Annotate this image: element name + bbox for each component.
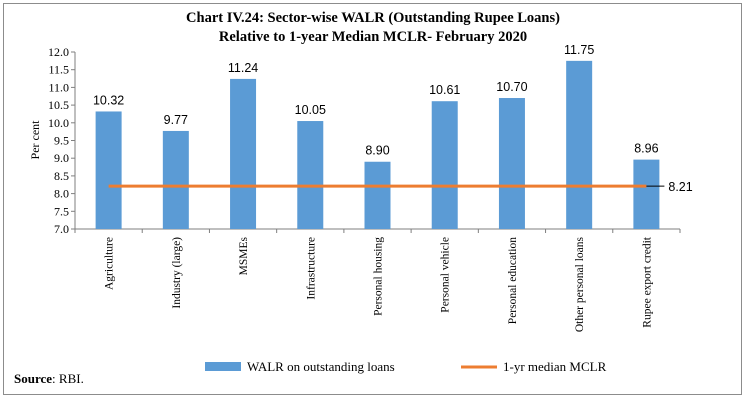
category-label: Other personal loans [574, 236, 586, 332]
chart-title-line2: Relative to 1-year Median MCLR- February… [219, 29, 527, 45]
bar-3 [230, 78, 257, 230]
y-axis-title: Per cent [28, 120, 42, 160]
bar-value-label: 10.05 [295, 103, 326, 117]
bar-7 [498, 98, 525, 230]
legend-swatch-walr [205, 362, 241, 371]
source-prefix: Source [14, 371, 52, 386]
bar-2 [162, 130, 189, 229]
bar-value-label: 10.70 [496, 80, 527, 94]
y-tick-label: 8.0 [54, 187, 69, 201]
bar-9 [633, 159, 660, 229]
bar-value-label: 10.61 [429, 83, 460, 97]
y-tick-label: 7.0 [54, 222, 69, 236]
category-label: Personal housing [373, 237, 385, 316]
category-label: Agriculture [104, 237, 116, 290]
bar-5 [364, 161, 391, 229]
y-tick-label: 11.5 [48, 63, 69, 77]
category-label: Personal vehicle [440, 237, 452, 313]
chart-title-line1: Chart IV.24: Sector-wise WALR (Outstandi… [186, 10, 560, 26]
source-note: Source: RBI. [14, 371, 84, 386]
category-label: Personal education [507, 237, 519, 324]
bar-value-label: 11.75 [564, 43, 594, 57]
y-tick-label: 9.5 [54, 134, 69, 148]
bar-4 [297, 121, 324, 229]
mclr-value-label: 8.21 [668, 180, 692, 194]
category-label: Infrastructure [305, 237, 317, 300]
bar-value-label: 8.90 [365, 144, 389, 158]
y-tick-label: 7.5 [54, 204, 69, 218]
y-tick-label: 12.0 [48, 45, 69, 59]
bar-1 [95, 111, 122, 229]
category-label: MSMEs [238, 236, 250, 275]
y-tick-label: 10.5 [48, 98, 69, 112]
category-label: Rupee export credit [641, 236, 653, 327]
y-tick-label: 9.0 [54, 151, 69, 165]
y-tick-label: 10.0 [48, 116, 69, 130]
bar-6 [431, 101, 458, 229]
y-tick-label: 8.5 [54, 169, 69, 183]
bar-value-label: 11.24 [228, 61, 258, 75]
legend-label-walr: WALR on outstanding loans [247, 359, 395, 374]
bar-value-label: 8.96 [634, 142, 658, 156]
bar-value-label: 9.77 [164, 113, 188, 127]
bar-8 [566, 60, 593, 229]
category-label: Industry (large) [171, 237, 183, 309]
legend-label-mclr: 1-yr median MCLR [503, 359, 607, 374]
y-tick-label: 11.0 [48, 80, 69, 94]
bar-value-label: 10.32 [93, 93, 124, 107]
source-text: : RBI. [52, 371, 84, 386]
